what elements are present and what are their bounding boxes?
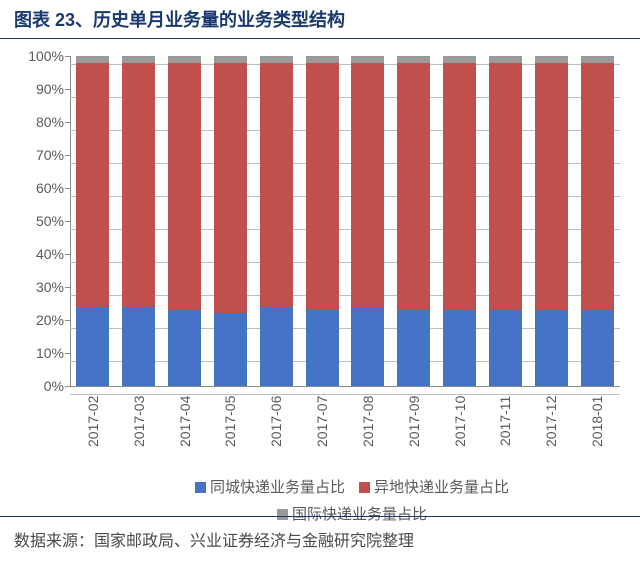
x-tick-label: 2017-11	[497, 396, 513, 464]
y-tick-label: 70%	[8, 147, 64, 163]
legend-label: 同城快递业务量占比	[210, 479, 345, 496]
bar-segment	[76, 63, 109, 307]
bar-column	[443, 56, 476, 386]
bar-segment	[76, 307, 109, 386]
bar-column	[306, 56, 339, 386]
y-tick-label: 10%	[8, 345, 64, 361]
legend-swatch	[195, 482, 206, 493]
bar-column	[581, 56, 614, 386]
bar-segment	[443, 310, 476, 386]
bar-column	[535, 56, 568, 386]
bar-column	[214, 56, 247, 386]
y-tick-label: 60%	[8, 180, 64, 196]
source-footer: 数据来源：国家邮政局、兴业证券经济与金融研究院整理	[0, 516, 640, 561]
x-axis-line	[70, 386, 620, 387]
bar-segment	[260, 307, 293, 386]
y-tick-label: 0%	[8, 378, 64, 394]
x-tick-label: 2017-04	[177, 396, 193, 464]
x-tick-label: 2017-07	[314, 396, 330, 464]
bar-segment	[122, 307, 155, 386]
bar-column	[122, 56, 155, 386]
bar-column	[168, 56, 201, 386]
bar-segment	[76, 56, 109, 63]
x-tick-label: 2017-05	[222, 396, 238, 464]
y-tick-label: 90%	[8, 81, 64, 97]
x-axis-labels: 2017-02 2017-03 2017-04 2017-05 2017-06 2017-…	[70, 396, 620, 468]
chart-title: 图表 23、历史单月业务量的业务类型结构	[0, 0, 640, 39]
x-tick-label: 2017-03	[131, 396, 147, 464]
bar-segment	[581, 56, 614, 63]
bar-segment	[214, 56, 247, 63]
bar-segment	[306, 63, 339, 311]
bar-segment	[397, 63, 430, 311]
bar-column	[397, 56, 430, 386]
bar-segment	[168, 56, 201, 63]
x-tick-label: 2017-08	[360, 396, 376, 464]
bar-segment	[168, 310, 201, 386]
x-tick-label: 2017-02	[85, 396, 101, 464]
bars-row	[70, 56, 620, 386]
bar-column	[489, 56, 522, 386]
bar-segment	[489, 310, 522, 386]
bar-segment	[535, 310, 568, 386]
bar-segment	[122, 63, 155, 307]
x-tick-label: 2017-10	[452, 396, 468, 464]
x-tick-label: 2017-06	[268, 396, 284, 464]
bar-segment	[306, 310, 339, 386]
bar-column	[351, 56, 384, 386]
bar-segment	[351, 307, 384, 386]
bar-segment	[397, 56, 430, 63]
x-tick-label: 2017-12	[543, 396, 559, 464]
bar-segment	[351, 56, 384, 63]
bar-segment	[122, 56, 155, 63]
bar-segment	[214, 313, 247, 386]
y-tick-label: 20%	[8, 312, 64, 328]
bar-column	[76, 56, 109, 386]
bar-segment	[489, 63, 522, 311]
bar-segment	[351, 63, 384, 307]
bar-segment	[306, 56, 339, 63]
bar-segment	[260, 63, 293, 307]
y-tick-label: 40%	[8, 246, 64, 262]
bar-segment	[397, 310, 430, 386]
x-tick-label: 2017-09	[406, 396, 422, 464]
bar-segment	[443, 63, 476, 311]
bar-segment	[214, 63, 247, 314]
y-tick-label: 30%	[8, 279, 64, 295]
bar-segment	[581, 310, 614, 386]
bar-segment	[581, 63, 614, 311]
chart-container: 0% 10% 20% 30% 40% 50% 60% 70% 80% 90% 100% 2017-0…	[8, 48, 626, 513]
bar-segment	[168, 63, 201, 311]
y-tick-label: 100%	[8, 48, 64, 64]
x-tick-label: 2018-01	[589, 396, 605, 464]
bar-column	[260, 56, 293, 386]
gridline	[70, 394, 620, 395]
bar-segment	[443, 56, 476, 63]
legend-swatch	[359, 482, 370, 493]
y-tick-label: 50%	[8, 213, 64, 229]
bar-segment	[535, 56, 568, 63]
bar-segment	[489, 56, 522, 63]
bar-segment	[535, 63, 568, 311]
y-tick-label: 80%	[8, 114, 64, 130]
bar-segment	[260, 56, 293, 63]
legend-label: 异地快递业务量占比	[374, 479, 509, 496]
legend-line: 同城快递业务量占比 异地快递业务量占比	[70, 474, 620, 501]
